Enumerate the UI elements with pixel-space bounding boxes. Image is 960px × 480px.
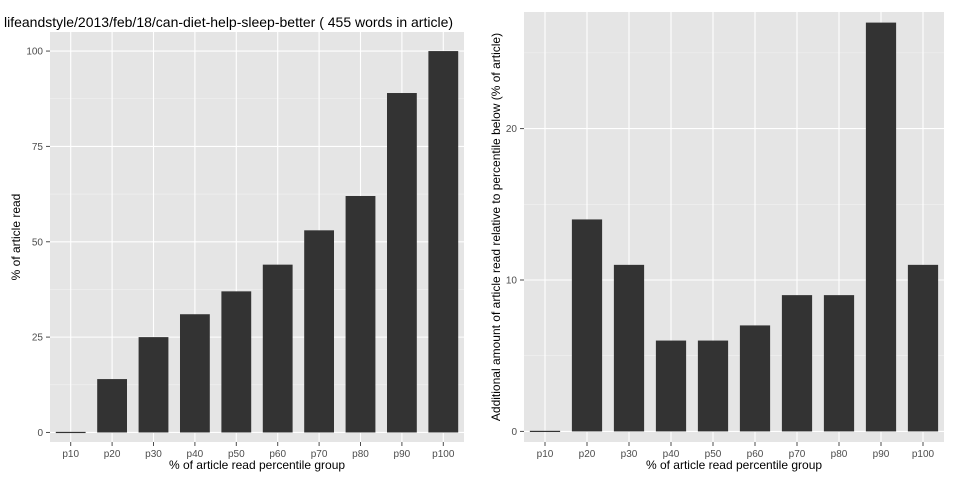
y-tick-label: 75 xyxy=(32,142,44,153)
x-tick-label: p40 xyxy=(187,449,204,460)
bar-p30 xyxy=(138,337,169,433)
x-tick-label: p60 xyxy=(747,449,764,460)
y-tick-label: 10 xyxy=(506,275,518,286)
x-tick-label: p20 xyxy=(104,449,121,460)
y-tick-label: 100 xyxy=(26,47,43,58)
x-tick-label: p90 xyxy=(873,449,890,460)
y-tick-label: 0 xyxy=(511,427,517,438)
x-tick-label: p10 xyxy=(537,449,554,460)
right-x-axis-title: % of article read percentile group xyxy=(646,458,822,472)
left-bars xyxy=(55,51,459,434)
x-tick-label: p30 xyxy=(621,449,638,460)
x-tick-label: p70 xyxy=(311,449,328,460)
x-tick-label: p80 xyxy=(831,449,848,460)
y-tick-label: 50 xyxy=(32,237,44,248)
bar-p20 xyxy=(571,219,603,432)
left-x-axis-title: % of article read percentile group xyxy=(169,458,345,472)
bar-p80 xyxy=(823,295,855,432)
bar-p30 xyxy=(613,264,645,432)
x-tick-label: p40 xyxy=(663,449,680,460)
bar-p80 xyxy=(345,196,376,433)
bar-p60 xyxy=(262,264,293,433)
x-tick-label: p80 xyxy=(352,449,369,460)
right-x-ticks: p10 p20 p30 p40 p50 p60 p70 p80 p90 p100 xyxy=(537,442,935,460)
bar-p100 xyxy=(428,51,459,433)
right-bars xyxy=(529,22,939,433)
left-y-ticks: 0 25 50 75 100 xyxy=(26,47,50,439)
y-tick-label: 20 xyxy=(506,124,518,135)
bar-p70 xyxy=(781,295,813,432)
bar-p70 xyxy=(304,230,335,433)
bar-p10 xyxy=(55,431,86,434)
bar-p60 xyxy=(739,325,771,432)
right-chart: 0 10 20 p10 p20 p30 p40 p50 p60 p70 p80 p90 p100 % … xyxy=(489,12,944,472)
bar-p40 xyxy=(655,340,687,432)
x-tick-label: p70 xyxy=(789,449,806,460)
right-y-axis-title: Additional amount of article read relati… xyxy=(489,33,503,421)
x-tick-label: p50 xyxy=(228,449,245,460)
x-tick-label: p20 xyxy=(579,449,596,460)
bar-p50 xyxy=(221,291,252,433)
x-tick-label: p10 xyxy=(62,449,79,460)
bar-p40 xyxy=(179,314,210,433)
bar-p50 xyxy=(697,340,729,432)
right-y-ticks: 0 10 20 xyxy=(506,124,524,438)
x-tick-label: p90 xyxy=(394,449,411,460)
y-tick-label: 25 xyxy=(32,333,44,344)
bar-p90 xyxy=(386,93,417,433)
left-chart-title: lifeandstyle/2013/feb/18/can-diet-help-s… xyxy=(4,14,453,30)
left-y-axis-title: % of article read xyxy=(9,194,23,281)
x-tick-label: p50 xyxy=(705,449,722,460)
x-tick-label: p100 xyxy=(432,449,455,460)
bar-p10 xyxy=(529,430,561,433)
bar-p90 xyxy=(865,22,897,432)
bar-p100 xyxy=(907,264,939,432)
x-tick-label: p100 xyxy=(912,449,935,460)
x-tick-label: p30 xyxy=(145,449,162,460)
x-tick-label: p60 xyxy=(269,449,286,460)
y-tick-label: 0 xyxy=(37,428,43,439)
bar-p20 xyxy=(97,379,128,433)
left-x-ticks: p10 p20 p30 p40 p50 p60 p70 p80 p90 p100 xyxy=(62,442,455,460)
